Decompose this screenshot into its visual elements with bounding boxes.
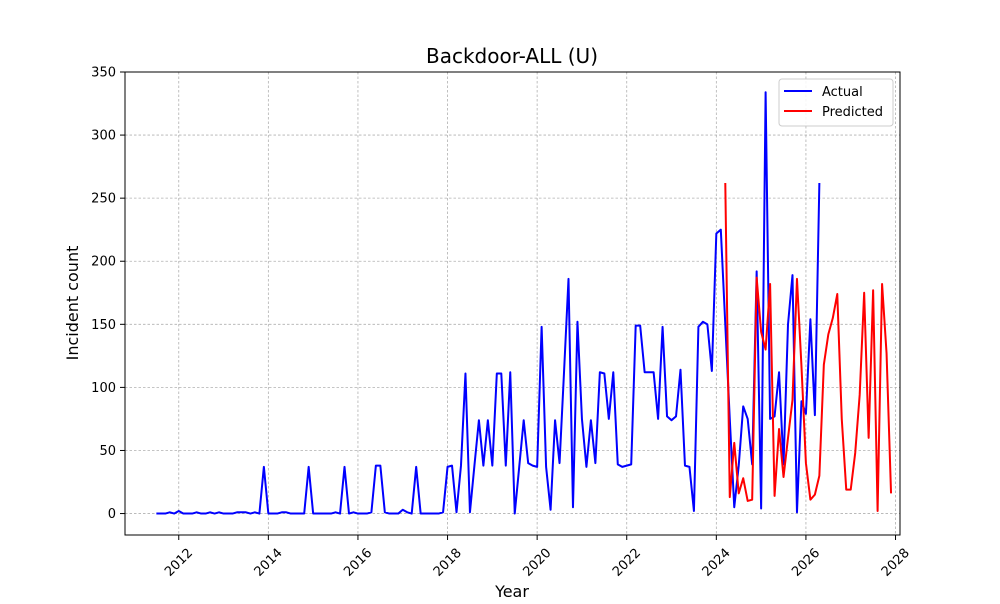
y-tick-label: 300 <box>91 129 116 144</box>
x-tick-label: 2012 <box>162 546 196 580</box>
legend-label-predicted: Predicted <box>822 105 883 120</box>
y-tick-label: 350 <box>91 66 116 81</box>
y-tick-label: 50 <box>99 444 116 459</box>
x-tick-label: 2018 <box>431 546 465 580</box>
series-layer <box>156 91 893 515</box>
legend-label-actual: Actual <box>822 85 863 100</box>
legend: Actual Predicted <box>778 78 894 127</box>
y-tick-label: 100 <box>91 381 116 396</box>
series-line-predicted <box>724 183 893 513</box>
x-tick-label: 2024 <box>700 546 734 580</box>
x-tick-label: 2028 <box>879 546 913 580</box>
series-line-actual <box>156 91 821 515</box>
y-tick-label: 0 <box>108 507 116 522</box>
x-tick-label: 2016 <box>341 546 375 580</box>
x-tick-label: 2026 <box>789 546 823 580</box>
y-tick-label: 150 <box>91 318 116 333</box>
x-axis-label: Year <box>494 582 529 600</box>
y-tick-label: 250 <box>91 192 116 207</box>
x-tick-label: 2022 <box>610 546 644 580</box>
plot-area-frame <box>124 71 901 536</box>
y-axis: 0 50 100 150 200 250 300 350 <box>91 66 125 522</box>
chart-title: Backdoor-ALL (U) <box>426 44 598 68</box>
x-axis: 2012 2014 2016 2018 2020 2022 2024 2026 2028 <box>162 535 913 580</box>
x-tick-label: 2014 <box>252 546 286 580</box>
x-tick-label: 2020 <box>520 546 554 580</box>
y-axis-label: Incident count <box>63 246 82 361</box>
y-tick-label: 200 <box>91 255 116 270</box>
